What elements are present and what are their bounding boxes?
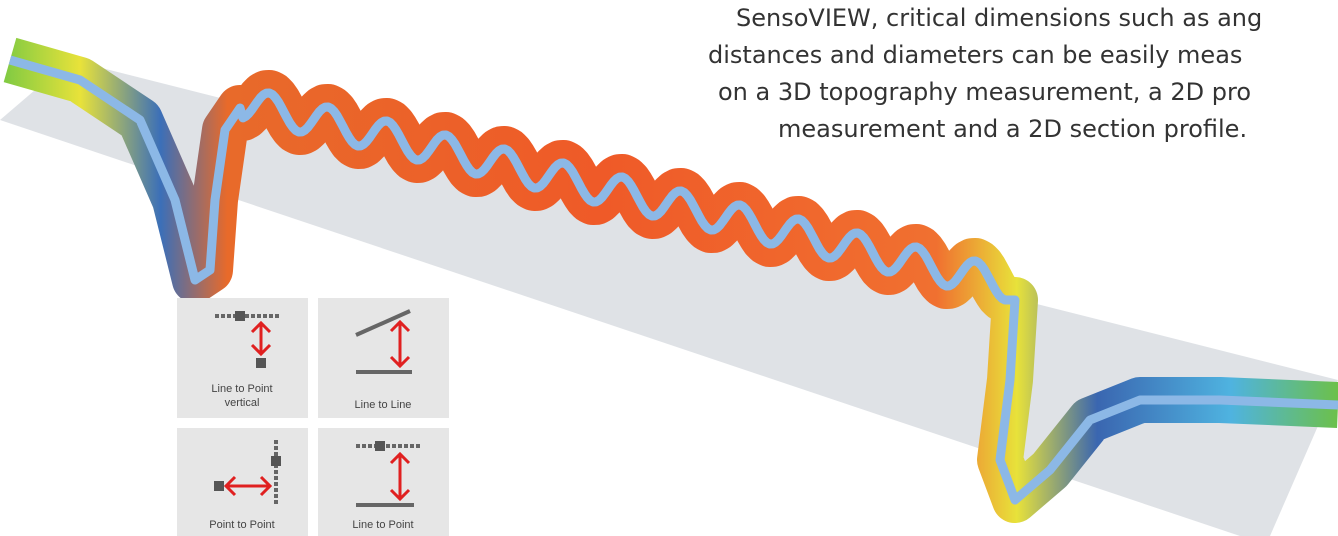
tool-tile[interactable]: Line to Line (318, 298, 449, 418)
tool-label: Point to Point (209, 519, 274, 531)
tool-label: Line to Line (355, 399, 412, 411)
description-line: distances and diameters can be easily me… (708, 41, 1242, 69)
tool-label: Line to Point (352, 519, 413, 531)
tool-tile[interactable]: Line to Point vertical (177, 298, 308, 418)
section-profile (8, 55, 1338, 505)
tool-grid: Line to Point vertical Line to Line Poin… (177, 298, 449, 536)
description-line: SensoVIEW, critical dimensions such as a… (736, 4, 1262, 32)
tool-tile[interactable]: Line to Point (318, 428, 449, 536)
description-line: on a 3D topography measurement, a 2D pro (718, 78, 1251, 106)
tool-label: vertical (225, 397, 260, 409)
tool-label: Line to Point (211, 383, 272, 395)
tool-tile[interactable]: Point to Point (177, 428, 308, 536)
description-line: measurement and a 2D section profile. (778, 115, 1247, 143)
description: SensoVIEW, critical dimensions such as a… (708, 4, 1262, 143)
